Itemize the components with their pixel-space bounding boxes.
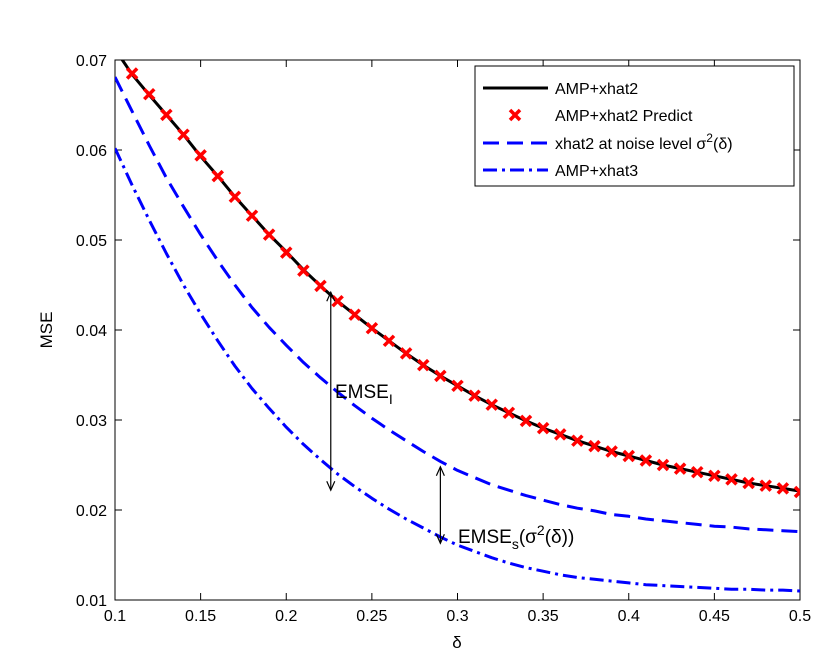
emse-s-label: EMSEs(σ2(δ)) [458,522,574,552]
predict-marker [588,439,601,453]
series-amp-xhat2-predict [125,67,800,499]
predict-marker [502,406,516,420]
predict-marker [571,434,584,447]
x-tick-label: 0.5 [789,608,811,625]
y-tick-label: 0.02 [76,503,107,520]
predict-marker [125,67,139,80]
predict-marker [673,462,687,475]
predict-marker [622,449,635,463]
series-layer [115,60,800,593]
y-tick-label: 0.03 [76,413,107,430]
predict-marker [639,454,653,467]
x-tick-label: 0.45 [699,608,730,625]
predict-marker [793,485,800,499]
predict-marker [297,264,310,277]
y-axis-title: MSE [37,312,56,349]
predict-marker [451,379,464,393]
y-tick-label: 0.04 [76,323,107,340]
predict-marker [331,294,344,308]
emse-i-label: EMSEI [335,382,393,407]
x-tick-label: 0.25 [356,608,387,625]
y-tick-label: 0.07 [76,53,107,70]
predict-marker [605,445,618,458]
emse-s-arrow [435,465,445,545]
x-tick-label: 0.3 [446,608,468,625]
predict-marker [143,87,156,101]
x-axis-title: δ [452,633,461,652]
predict-marker [211,169,224,183]
predict-marker [519,414,533,428]
x-tick-label: 0.2 [275,608,297,625]
predict-marker [776,482,790,495]
legend-label-xhat2-noise: xhat2 at noise level σ2(δ) [555,131,733,153]
predict-marker [160,108,173,122]
y-tick-label: 0.01 [76,593,107,610]
predict-marker [228,190,242,204]
predict-marker [194,149,207,162]
predict-marker [314,279,327,293]
x-tick-label: 0.4 [618,608,640,625]
predict-marker [417,358,430,372]
predict-marker [485,398,498,411]
legend-box [474,65,795,187]
legend-swatch-predict [508,108,522,122]
predict-marker [759,479,772,492]
predict-marker [536,421,550,435]
predict-marker [177,128,190,141]
predict-marker [382,334,396,348]
x-tick-label: 0.35 [528,608,559,625]
x-tick-label: 0.15 [185,608,216,625]
predict-marker [708,469,721,483]
legend-label-amp-xhat2: AMP+xhat2 [555,81,638,98]
legend: AMP+xhat2 AMP+xhat2 Predict xhat2 at noi… [474,65,795,187]
legend-label-amp-xhat3: AMP+xhat3 [555,163,638,180]
predict-marker [399,347,413,360]
y-tick-label: 0.06 [76,143,107,160]
x-tick-label: 0.1 [104,608,126,625]
predict-marker [348,308,361,321]
y-tick-label: 0.05 [76,233,107,250]
predict-marker [656,458,670,472]
legend-label-predict: AMP+xhat2 Predict [555,108,693,125]
predict-marker [262,228,276,241]
predict-marker [365,321,379,335]
predict-marker [691,465,704,479]
emse-i-arrow [326,290,336,492]
series-xhat2-noise-line [115,76,800,534]
axis-ticks: 0.1 0.15 0.2 0.25 0.3 0.35 0.4 0.45 0.5 0.01 0.02 0… [76,53,811,625]
predict-marker [245,209,259,222]
annotations [326,290,445,545]
predict-marker [742,476,755,490]
predict-marker [725,473,738,486]
predict-marker [554,428,567,441]
predict-marker [280,246,293,259]
predict-marker [468,389,481,402]
predict-marker [434,369,447,383]
